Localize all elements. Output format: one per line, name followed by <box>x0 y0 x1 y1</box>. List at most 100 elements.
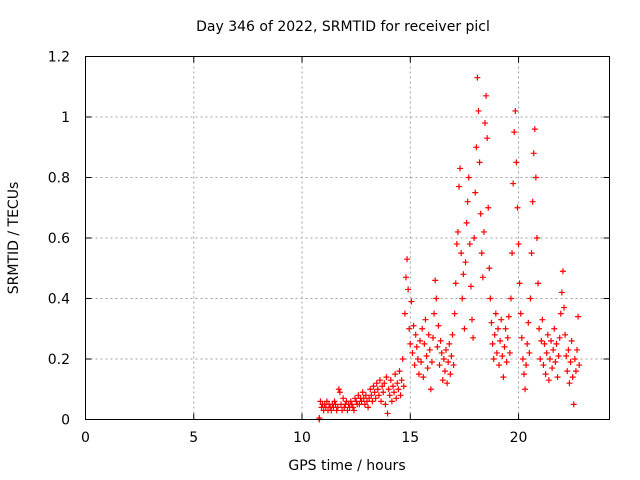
data-point <box>481 120 488 127</box>
data-point <box>537 356 544 362</box>
data-point <box>477 210 484 217</box>
x-tick-label: 10 <box>293 430 311 446</box>
data-point <box>383 374 390 381</box>
data-point <box>564 368 571 375</box>
x-tick-label: 5 <box>189 430 198 446</box>
data-point <box>399 356 406 362</box>
data-point <box>507 295 514 302</box>
data-point <box>467 283 474 290</box>
data-point <box>410 322 417 329</box>
data-point <box>420 374 427 381</box>
data-point <box>476 159 483 166</box>
data-point <box>505 313 512 320</box>
data-point <box>460 271 467 278</box>
data-point <box>484 135 491 142</box>
data-point <box>510 180 517 187</box>
data-point <box>369 398 376 405</box>
data-point <box>361 401 368 408</box>
data-point <box>558 289 565 296</box>
data-point <box>386 392 393 399</box>
data-point <box>572 368 579 375</box>
data-point <box>532 174 539 181</box>
data-point <box>478 250 485 257</box>
data-points <box>316 74 583 423</box>
data-point <box>498 316 505 323</box>
data-point <box>493 349 500 356</box>
data-point <box>348 401 355 408</box>
y-tick-label: 0.8 <box>48 171 70 187</box>
data-point <box>549 365 556 372</box>
data-point <box>389 383 396 390</box>
data-point <box>491 331 498 338</box>
data-point <box>447 371 454 378</box>
data-point <box>551 325 558 332</box>
data-point <box>388 398 395 405</box>
data-point <box>448 352 455 359</box>
data-point <box>375 392 382 399</box>
x-tick-labels: 0 5 10 15 20 <box>81 430 527 446</box>
data-point <box>438 349 445 356</box>
data-point <box>378 398 385 405</box>
x-tick-label: 0 <box>81 430 90 446</box>
data-point <box>461 325 468 332</box>
data-point <box>395 386 402 393</box>
data-point <box>450 362 457 369</box>
data-point <box>556 334 563 341</box>
data-point <box>516 280 523 287</box>
data-point <box>527 295 534 302</box>
data-point <box>568 337 575 344</box>
data-point <box>352 395 359 402</box>
data-point <box>359 389 366 396</box>
data-point <box>499 352 506 359</box>
data-point <box>413 343 420 350</box>
data-point <box>488 319 495 326</box>
data-point <box>341 404 348 411</box>
data-point <box>545 377 552 384</box>
data-point <box>483 92 490 99</box>
data-point <box>317 398 324 405</box>
data-point <box>509 250 516 257</box>
data-point <box>451 310 458 317</box>
data-point <box>373 380 380 387</box>
data-point <box>441 368 448 375</box>
data-point <box>365 404 372 411</box>
data-point <box>382 401 389 408</box>
data-point <box>504 334 511 341</box>
y-axis-title: SRMTID / TECUs <box>6 182 22 295</box>
y-tick-labels: 0 0.2 0.4 0.6 0.8 1 1.2 <box>48 50 70 429</box>
data-point <box>381 380 388 387</box>
data-point <box>374 386 381 393</box>
y-tick-label: 0.4 <box>48 292 70 308</box>
data-point <box>417 337 424 344</box>
data-point <box>459 295 466 302</box>
plot-frame <box>85 56 610 420</box>
data-point <box>443 346 450 353</box>
data-point <box>539 316 546 323</box>
data-point <box>529 198 536 205</box>
data-point <box>546 356 553 362</box>
data-point <box>418 359 425 366</box>
data-point <box>515 241 522 248</box>
data-point <box>513 159 520 166</box>
data-point <box>335 386 342 393</box>
data-point <box>519 356 526 362</box>
data-point <box>569 374 576 381</box>
data-point <box>379 383 386 390</box>
data-point <box>489 340 496 347</box>
data-point <box>419 325 426 332</box>
data-point <box>426 346 433 353</box>
data-point <box>428 359 435 366</box>
data-point <box>368 392 375 399</box>
data-point <box>514 204 521 211</box>
data-point <box>462 259 469 266</box>
data-point <box>469 316 476 323</box>
data-point <box>574 346 581 353</box>
data-point <box>424 365 431 372</box>
y-tick-label: 1.2 <box>48 50 70 66</box>
data-point <box>541 340 548 347</box>
data-point <box>339 407 346 414</box>
data-point <box>421 340 428 347</box>
data-point <box>466 241 473 248</box>
data-point <box>501 343 508 350</box>
data-point <box>555 352 562 359</box>
